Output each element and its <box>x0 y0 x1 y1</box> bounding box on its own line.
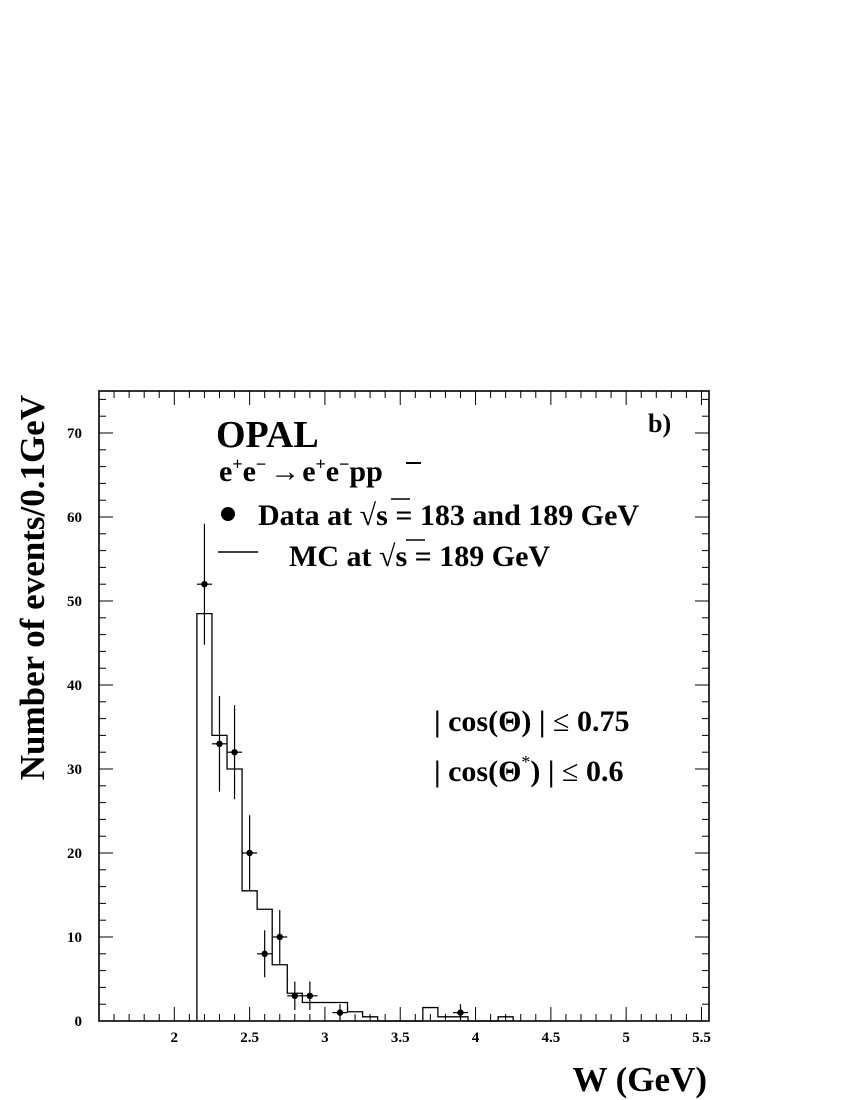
cut-cos-theta-star: | cos(Θ*) | ≤ 0.6 <box>434 752 624 788</box>
mc-histogram-line <box>196 612 514 1022</box>
y-tick-label: 20 <box>67 846 82 862</box>
y-tick-label: 50 <box>67 594 82 610</box>
data-point <box>216 740 223 747</box>
legend-data-label: Data at √s = 183 and 189 GeV <box>258 499 639 532</box>
x-tick-label: 3 <box>321 1030 329 1046</box>
x-tick-label: 3.5 <box>391 1030 410 1046</box>
x-tick-label: 2.5 <box>240 1030 259 1046</box>
axis-ticks <box>99 391 709 1022</box>
data-point <box>201 581 208 588</box>
y-tick-label: 0 <box>75 1014 83 1030</box>
x-tick-label: 2 <box>171 1030 179 1046</box>
y-tick-label: 40 <box>67 678 82 694</box>
data-point <box>457 1009 464 1016</box>
data-points <box>196 523 469 1021</box>
y-tick-label: 30 <box>67 762 82 778</box>
y-tick-label: 70 <box>67 426 82 442</box>
x-tick-label: 5 <box>622 1030 630 1046</box>
x-tick-label: 4.5 <box>541 1030 560 1046</box>
y-axis-title: Number of events/0.1GeV <box>13 395 52 780</box>
x-tick-labels: 2 2.5 3 3.5 4 4.5 5 5.5 <box>171 1030 711 1046</box>
data-point <box>306 992 314 999</box>
y-tick-label: 10 <box>67 930 82 946</box>
x-tick-label: 5.5 <box>692 1030 711 1046</box>
x-axis-title: W (GeV) <box>573 1060 707 1099</box>
data-point <box>246 849 253 857</box>
data-point <box>291 992 299 999</box>
mc-histogram <box>196 612 514 1022</box>
reaction-label: e+e− →e+e−pp <box>219 454 383 488</box>
legend-mc-label: MC at √s = 189 GeV <box>289 540 550 573</box>
data-point <box>276 933 283 941</box>
data-point <box>336 1009 344 1016</box>
chart-title: OPAL <box>216 414 319 456</box>
x-tick-label: 4 <box>472 1030 480 1046</box>
cut-cos-theta: | cos(Θ) | ≤ 0.75 <box>434 705 630 738</box>
y-tick-label: 60 <box>67 510 82 526</box>
y-tick-labels: 0 10 20 30 40 50 60 70 <box>67 426 82 1030</box>
legend-data-marker <box>221 507 235 521</box>
data-point <box>261 950 268 957</box>
data-point <box>231 749 238 756</box>
panel-label: b) <box>648 409 671 438</box>
